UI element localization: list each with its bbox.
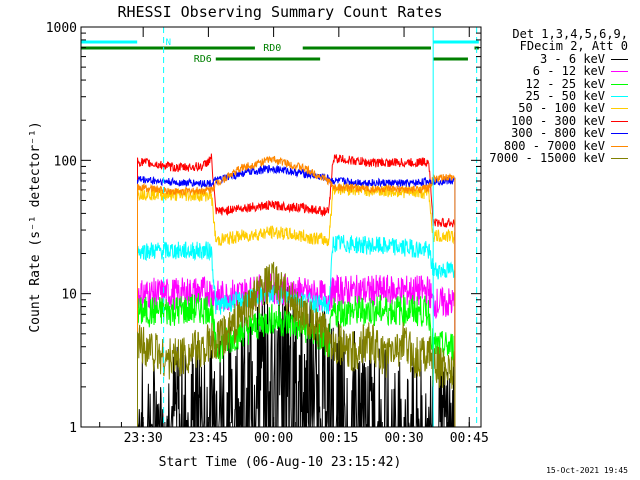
legend-entry: 800 - 7000 keV xyxy=(458,138,628,153)
legend-label: 6 - 12 keV xyxy=(532,64,605,79)
y-tick-label: 10 xyxy=(61,288,77,303)
series-line xyxy=(137,155,456,427)
legend-label: 300 - 800 keV xyxy=(511,126,605,141)
legend-label: 800 - 7000 keV xyxy=(503,138,605,153)
legend-header-line-1: Det 1,3,4,5,6,9, xyxy=(512,27,628,41)
x-axis-label: Start Time (06-Aug-10 23:15:42) xyxy=(159,455,402,470)
legend-entry: 50 - 100 keV xyxy=(458,101,628,116)
plot-frame xyxy=(80,26,482,428)
legend-swatch xyxy=(611,108,628,110)
legend-header-line-2: FDecim 2, Att 0 xyxy=(519,39,628,54)
axes: 1 10 100 1000 23:30 23:45 00:00 00:15 00:30 00:45 xyxy=(46,21,489,446)
legend-swatch xyxy=(611,95,628,97)
legend-entry: 25 - 50 keV xyxy=(458,90,628,102)
legend-swatch xyxy=(611,133,628,135)
series-line xyxy=(137,153,456,427)
legend-label: 50 - 100 keV xyxy=(518,101,605,116)
series-layer xyxy=(137,153,456,428)
series-line xyxy=(137,293,456,427)
series-line xyxy=(137,261,456,427)
legend: Det 1,3,4,5,6,9, FDecim 2, Att 0 3 - 6 k… xyxy=(458,28,628,164)
x-tick-label: 23:45 xyxy=(189,431,228,446)
legend-swatch xyxy=(611,120,628,122)
legend-entry: 3 - 6 keV xyxy=(458,53,628,65)
flag-label: N xyxy=(166,38,171,48)
series-line xyxy=(137,164,456,427)
x-tick-label: 00:00 xyxy=(254,431,293,446)
chart-title: RHESSI Observing Summary Count Rates xyxy=(117,3,442,21)
x-tick-label: 00:45 xyxy=(450,431,489,446)
legend-label: 25 - 50 keV xyxy=(525,88,605,103)
legend-swatch xyxy=(611,157,628,159)
legend-swatch xyxy=(611,83,628,85)
observing-flags: N RD0 RD6 xyxy=(81,38,479,65)
legend-swatch xyxy=(611,145,628,147)
y-tick-label: 1000 xyxy=(46,21,77,36)
legend-swatch xyxy=(611,58,628,60)
legend-entry: 100 - 300 keV xyxy=(458,115,628,127)
footer-timestamp: 15-Oct-2021 19:45 xyxy=(546,466,628,475)
legend-entry: 300 - 800 keV xyxy=(458,127,628,139)
flag-label: RD0 xyxy=(263,43,281,54)
legend-label: 7000 - 15000 keV xyxy=(489,150,605,165)
y-tick-label: 100 xyxy=(54,154,77,169)
x-tick-label: 00:30 xyxy=(384,431,423,446)
legend-entry: 12 - 25 keV xyxy=(458,76,628,91)
x-tick-label: 00:15 xyxy=(319,431,358,446)
series-line xyxy=(137,234,456,427)
legend-entry: 6 - 12 keV xyxy=(458,65,628,77)
legend-label: 3 - 6 keV xyxy=(539,51,605,66)
y-tick-label: 1 xyxy=(69,421,77,436)
y-axis-label: Count Rate (s⁻¹ detector⁻¹) xyxy=(28,121,43,332)
flag-label: RD6 xyxy=(194,54,212,65)
legend-entry: 7000 - 15000 keV xyxy=(458,152,628,164)
x-tick-label: 23:30 xyxy=(124,431,163,446)
legend-label: 100 - 300 keV xyxy=(511,113,605,128)
legend-label: 12 - 25 keV xyxy=(525,76,605,91)
legend-swatch xyxy=(611,71,628,73)
